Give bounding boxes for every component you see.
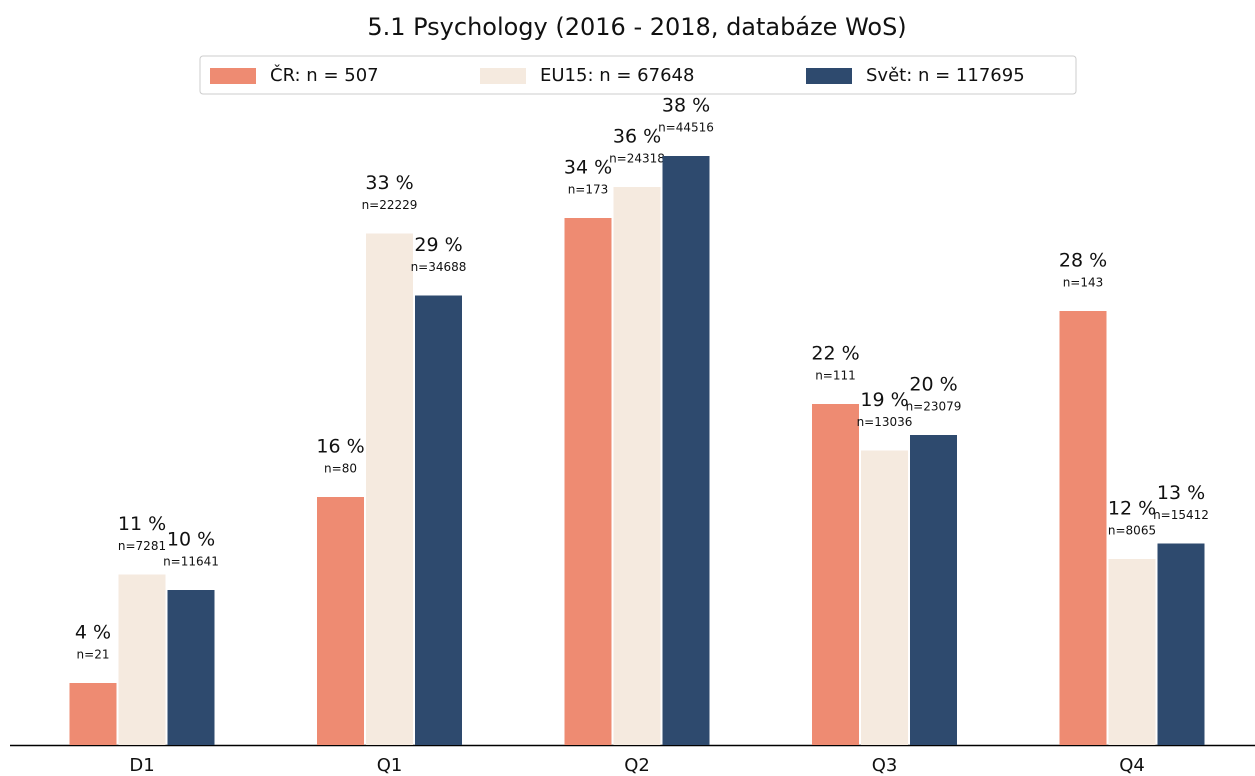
- value-label: 33 %: [365, 172, 413, 194]
- x-tick-label: Q1: [377, 755, 403, 776]
- value-label: 13 %: [1157, 482, 1205, 504]
- legend-label: EU15: n = 67648: [540, 65, 694, 86]
- count-label: n=34688: [411, 260, 467, 274]
- count-label: n=21: [77, 648, 110, 662]
- bar: [613, 187, 661, 745]
- bar: [812, 404, 859, 745]
- value-label: 22 %: [811, 343, 859, 365]
- count-label: n=8065: [1108, 524, 1156, 538]
- bar: [415, 295, 462, 745]
- legend-swatch: [806, 68, 852, 84]
- value-label: 36 %: [613, 126, 661, 148]
- value-label: 38 %: [662, 95, 710, 117]
- count-label: n=80: [324, 462, 357, 476]
- bar: [564, 218, 612, 745]
- value-label: 11 %: [118, 513, 166, 535]
- count-label: n=44516: [658, 121, 714, 135]
- value-label: 19 %: [860, 389, 908, 411]
- bar: [662, 156, 710, 745]
- value-label: 20 %: [909, 374, 957, 396]
- bar: [1108, 559, 1156, 745]
- legend-box: [199, 55, 1077, 95]
- count-label: n=7281: [118, 539, 166, 553]
- count-label: n=23079: [906, 400, 962, 414]
- value-label: 28 %: [1059, 250, 1107, 272]
- bar: [118, 574, 166, 745]
- legend-swatch: [210, 68, 256, 84]
- x-tick-label: Q3: [872, 755, 898, 776]
- value-label: 29 %: [414, 234, 462, 256]
- count-label: n=22229: [362, 198, 418, 212]
- bar: [1059, 311, 1107, 745]
- count-label: n=13036: [857, 415, 913, 429]
- bar: [167, 590, 215, 745]
- value-label: 34 %: [564, 157, 612, 179]
- x-tick-label: Q4: [1119, 755, 1145, 776]
- value-label: 4 %: [75, 622, 111, 644]
- x-tick-label: Q2: [624, 755, 650, 776]
- bar: [317, 497, 364, 745]
- count-label: n=111: [815, 369, 856, 383]
- count-label: n=173: [568, 183, 609, 197]
- x-tick-label: D1: [129, 755, 154, 776]
- count-label: n=24318: [609, 152, 665, 166]
- value-label: 16 %: [316, 436, 364, 458]
- count-label: n=143: [1063, 276, 1104, 290]
- legend-swatch: [480, 68, 526, 84]
- legend-label: ČR: n = 507: [270, 64, 379, 86]
- value-label: 12 %: [1108, 498, 1156, 520]
- count-label: n=11641: [163, 555, 219, 569]
- legend-label: Svět: n = 117695: [866, 65, 1025, 86]
- bar: [861, 450, 908, 745]
- count-label: n=15412: [1153, 508, 1209, 522]
- bar: [910, 435, 957, 745]
- bar: [69, 683, 117, 745]
- bar: [366, 233, 413, 745]
- value-label: 10 %: [167, 529, 215, 551]
- chart-title: 5.1 Psychology (2016 - 2018, databáze Wo…: [367, 13, 906, 41]
- bar: [1157, 543, 1205, 745]
